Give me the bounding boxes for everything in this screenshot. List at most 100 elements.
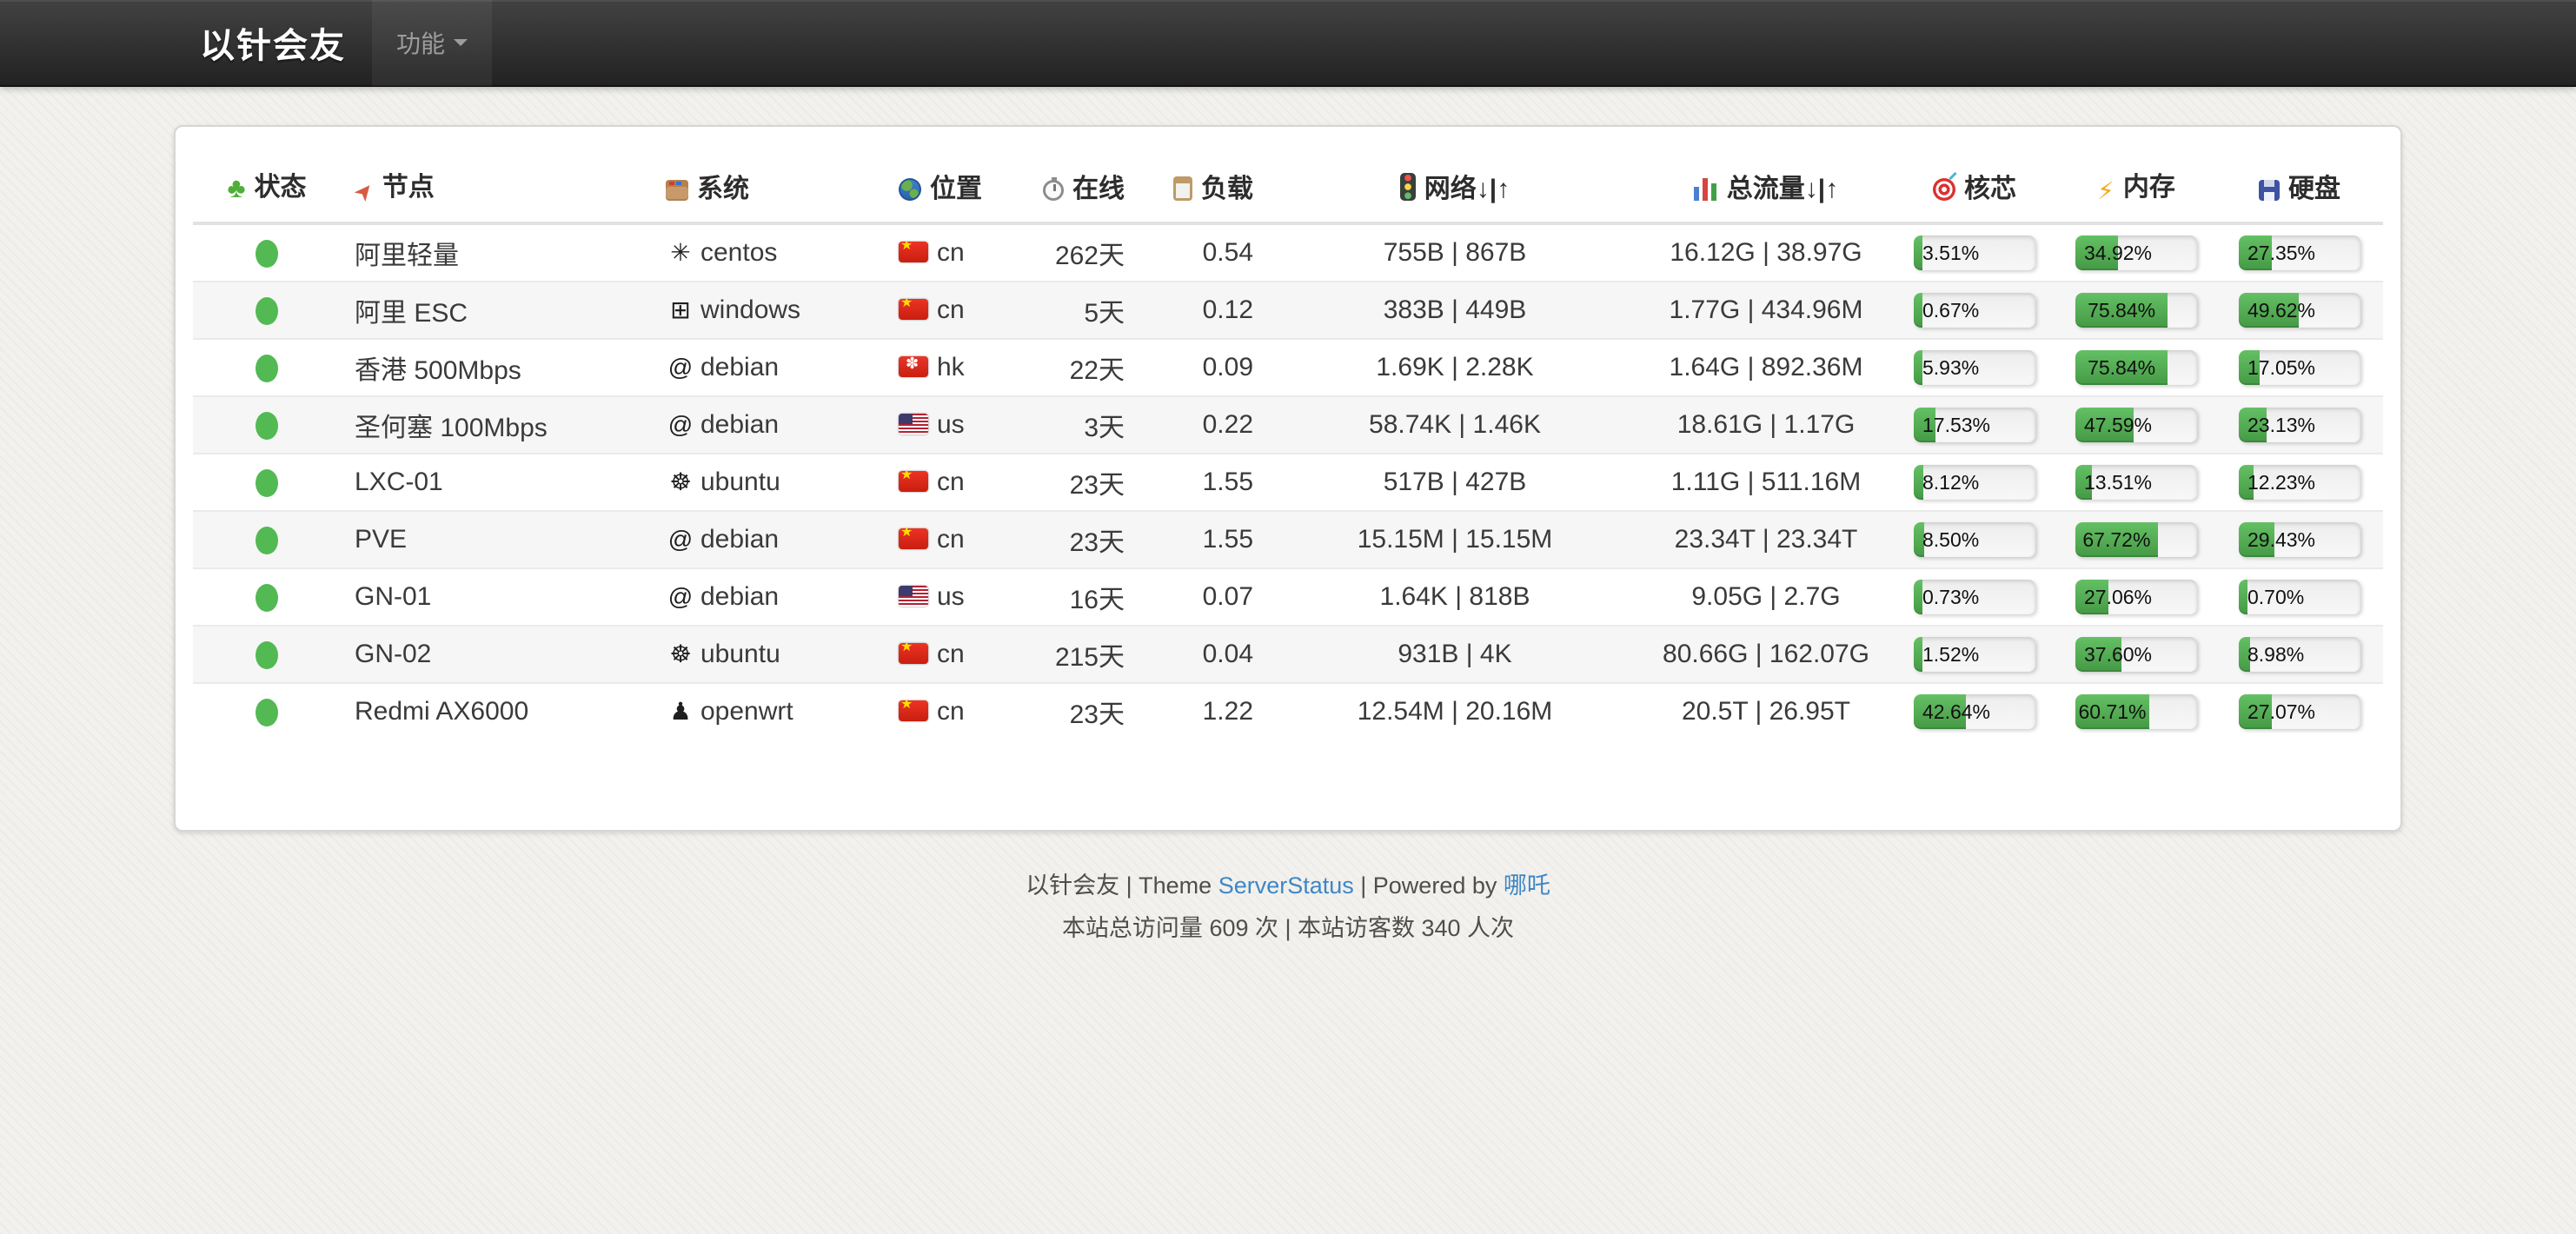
system-cell: ♟ openwrt <box>652 683 885 740</box>
uptime-cell: 3天 <box>1084 414 1125 442</box>
memory-bar: 34.92% <box>2075 236 2197 270</box>
disk-bar: 17.05% <box>2239 350 2360 385</box>
footer-site-name: 以针会友 <box>1026 872 1120 899</box>
table-row[interactable]: PVE @debian cn 23天 1.55 15.15M | 15.15M … <box>193 511 2383 568</box>
box-icon <box>666 179 688 201</box>
table-row[interactable]: GN-02 ☸ ubuntu cn 215天 0.04 931B | 4K 80.… <box>193 626 2383 683</box>
flag-icon <box>899 242 928 262</box>
table-row[interactable]: Redmi AX6000 ♟ openwrt cn 23天 1.22 12.54M… <box>193 683 2383 740</box>
uptime-cell: 23天 <box>1069 528 1125 557</box>
status-dot <box>256 699 278 727</box>
cpu-bar: 0.67% <box>1914 293 2035 328</box>
disk-bar: 23.13% <box>2239 408 2360 442</box>
disk-cell: 8.98% <box>2216 626 2383 683</box>
disk-cell: 0.70% <box>2216 568 2383 626</box>
cpu-cell: 1.52% <box>1893 626 2056 683</box>
nav-menu-functions[interactable]: 功能 <box>372 0 493 86</box>
location-cell: hk <box>885 339 1024 396</box>
traffic-cell: 23.34T | 23.34T <box>1674 525 1858 554</box>
memory-cell: 75.84% <box>2056 339 2216 396</box>
uptime-cell: 215天 <box>1054 643 1125 672</box>
location-code: us <box>937 410 965 439</box>
os-icon: ☸ <box>669 640 692 667</box>
node-name: GN-02 <box>355 640 432 668</box>
globe-icon <box>899 177 921 201</box>
uptime-cell: 22天 <box>1069 356 1125 385</box>
os-icon: ♟ <box>669 698 692 725</box>
target-icon <box>1933 177 1955 201</box>
location-cell: cn <box>885 683 1024 740</box>
status-cell <box>193 282 341 339</box>
flag-icon <box>899 700 928 721</box>
table-row[interactable]: 阿里轻量 ✳ centos cn 262天 0.54 755B | 867B 16… <box>193 223 2383 282</box>
chevron-down-icon <box>454 39 468 46</box>
load-cell: 1.22 <box>1202 697 1253 726</box>
status-dot <box>256 355 278 383</box>
disk-cell: 17.05% <box>2216 339 2383 396</box>
os-name: debian <box>700 582 780 611</box>
server-table: 状态 节点 系统 位置 在线 负载 网络↓|↑ 总流量↓|↑ 核芯 内存 硬盘 <box>193 151 2383 740</box>
os-icon: ⊞ <box>670 296 691 323</box>
os-icon: @ <box>667 583 694 610</box>
table-row[interactable]: LXC-01 ☸ ubuntu cn 23天 1.55 517B | 427B 1… <box>193 454 2383 511</box>
os-name: ubuntu <box>700 640 780 668</box>
memory-cell: 47.59% <box>2056 396 2216 454</box>
memory-bar: 67.72% <box>2075 522 2197 557</box>
clipboard-icon <box>1173 176 1192 201</box>
uptime-cell: 16天 <box>1069 586 1125 614</box>
system-cell: ☸ ubuntu <box>652 454 885 511</box>
memory-bar: 60.71% <box>2075 694 2197 729</box>
col-header-load: 负载 <box>1142 151 1271 223</box>
node-name: GN-01 <box>355 582 432 611</box>
table-row[interactable]: 香港 500Mbps @debian hk 22天 0.09 1.69K | 2… <box>193 339 2383 396</box>
location-code: cn <box>937 468 965 496</box>
status-dot <box>256 641 278 670</box>
system-cell: ✳ centos <box>652 223 885 282</box>
uptime-cell: 262天 <box>1054 242 1125 270</box>
location-code: us <box>937 582 965 611</box>
cpu-bar: 5.93% <box>1914 350 2035 385</box>
cpu-cell: 17.53% <box>1893 396 2056 454</box>
location-code: cn <box>937 525 965 554</box>
theme-link[interactable]: ServerStatus <box>1218 872 1354 899</box>
network-cell: 1.69K | 2.28K <box>1376 353 1534 381</box>
traffic-light-icon <box>1399 172 1416 201</box>
table-row[interactable]: GN-01 @ debian us 16天 0.07 1.64K | 818B 9… <box>193 568 2383 626</box>
status-cell <box>193 223 341 282</box>
load-cell: 0.54 <box>1202 238 1253 267</box>
table-row[interactable]: 阿里 ESC ⊞ windows cn 5天 0.12 383B | 449B 1… <box>193 282 2383 339</box>
memory-cell: 67.72% <box>2056 511 2216 568</box>
os-icon: @ <box>667 354 694 381</box>
os-name: ubuntu <box>700 468 780 496</box>
system-cell: @ debian <box>652 339 885 396</box>
servers-card: 状态 节点 系统 位置 在线 负载 网络↓|↑ 总流量↓|↑ 核芯 内存 硬盘 <box>174 125 2402 832</box>
brand-link[interactable]: 以针会友 <box>200 27 346 65</box>
traffic-cell: 1.11G | 511.16M <box>1670 468 1862 496</box>
disk-bar: 8.98% <box>2239 637 2360 672</box>
memory-bar: 27.06% <box>2075 580 2197 614</box>
status-cell <box>193 511 341 568</box>
uptime-cell: 5天 <box>1084 299 1125 328</box>
location-cell: cn <box>885 282 1024 339</box>
memory-bar: 75.84% <box>2075 350 2197 385</box>
flag-icon <box>899 643 928 664</box>
flag-icon <box>899 356 928 377</box>
memory-bar: 47.59% <box>2075 408 2197 442</box>
powered-by-link[interactable]: 哪吒 <box>1503 872 1550 899</box>
node-name: PVE <box>355 525 408 554</box>
load-cell: 0.22 <box>1202 410 1253 439</box>
cpu-cell: 0.67% <box>1893 282 2056 339</box>
node-name: LXC-01 <box>355 468 443 496</box>
traffic-cell: 20.5T | 26.95T <box>1681 697 1851 726</box>
memory-cell: 75.84% <box>2056 282 2216 339</box>
system-cell: ☸ ubuntu <box>652 626 885 683</box>
bar-chart-icon <box>1693 176 1718 201</box>
footer: 以针会友 | Theme ServerStatus | Powered by 哪… <box>174 866 2402 943</box>
disk-cell: 27.07% <box>2216 683 2383 740</box>
cpu-bar: 42.64% <box>1914 694 2035 729</box>
os-name: windows <box>700 295 801 324</box>
table-row[interactable]: 圣何塞 100Mbps @ debian us 3天 0.22 58.74K | … <box>193 396 2383 454</box>
status-dot <box>256 527 278 555</box>
rocket-icon <box>355 176 374 206</box>
load-cell: 0.09 <box>1202 353 1253 381</box>
